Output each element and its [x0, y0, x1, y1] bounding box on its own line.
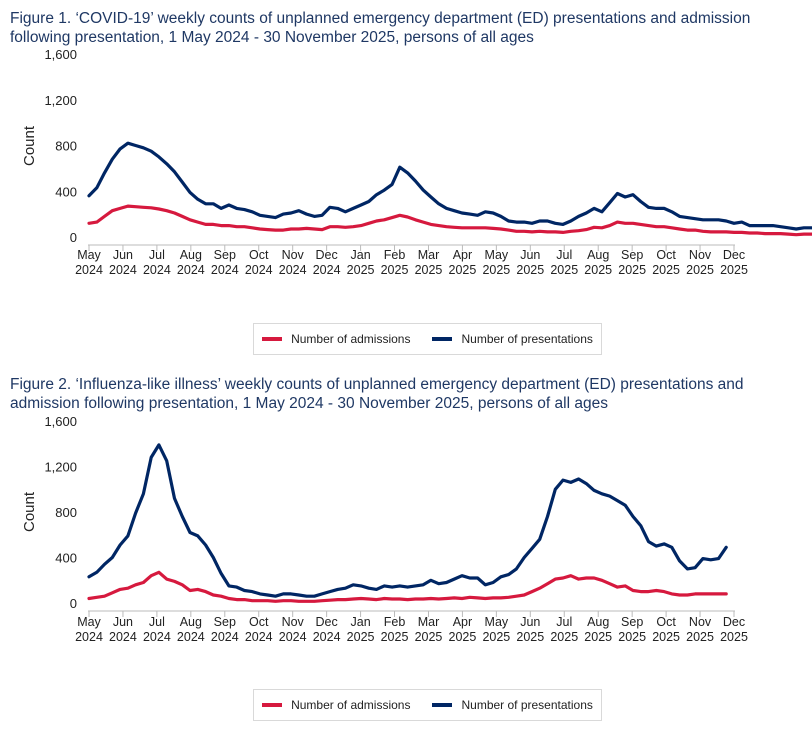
x-tick-label: Aug 2024	[177, 248, 205, 277]
admissions-swatch	[262, 337, 283, 341]
legend-item-admissions: Number of admissions	[262, 332, 410, 346]
x-tick-label: Jun 2025	[516, 248, 544, 277]
x-tick-label: Sep 2025	[618, 248, 646, 277]
x-tick-label: Oct 2025	[652, 248, 680, 277]
covid-chart-legend: Number of admissions Number of presentat…	[253, 323, 602, 355]
x-tick-label: Jun 2024	[109, 615, 137, 644]
x-tick-label: May 2024	[75, 615, 103, 644]
x-tick-label: Apr 2025	[449, 248, 477, 277]
x-tick-label: Jul 2024	[143, 615, 171, 644]
x-tick-label: May 2025	[482, 615, 510, 644]
admissions-series-line	[87, 204, 812, 237]
legend-item-presentations: Number of presentations	[432, 332, 593, 346]
legend-presentations-label: Number of presentations	[461, 698, 593, 712]
legend-admissions-label: Number of admissions	[291, 698, 411, 712]
x-tick-label: Dec 2025	[720, 248, 748, 277]
legend-item-admissions: Number of admissions	[262, 698, 410, 712]
x-tick-label: Dec 2025	[720, 615, 748, 644]
admissions-series-line	[87, 570, 728, 603]
ili-chart-legend: Number of admissions Number of presentat…	[253, 689, 602, 721]
x-tick-label: Nov 2024	[279, 248, 307, 277]
figure-1-title: Figure 1. ‘COVID-19’ weekly counts of un…	[10, 10, 751, 46]
x-tick-label: Sep 2024	[211, 248, 239, 277]
x-tick-label: Aug 2024	[177, 615, 205, 644]
legend-item-presentations: Number of presentations	[432, 698, 593, 712]
x-tick-label: Mar 2025	[415, 615, 443, 644]
presentations-swatch	[432, 337, 453, 341]
admissions-swatch	[262, 703, 283, 707]
y-tick-label: 1,200	[44, 460, 77, 475]
presentations-swatch	[432, 703, 453, 707]
y-tick-label: 400	[55, 184, 77, 199]
x-tick-label: Aug 2025	[584, 615, 612, 644]
presentations-series-line	[87, 443, 728, 598]
y-tick-label: 1,600	[44, 47, 77, 62]
legend-admissions-label: Number of admissions	[291, 332, 411, 346]
x-tick-label: Feb 2025	[381, 248, 409, 277]
x-tick-label: Aug 2025	[584, 248, 612, 277]
x-tick-label: Jun 2024	[109, 248, 137, 277]
y-tick-label: 0	[70, 596, 77, 611]
x-tick-label: Jan 2025	[347, 248, 375, 277]
y-tick-label: 1,200	[44, 93, 77, 108]
x-tick-label: Jul 2025	[550, 248, 578, 277]
x-tick-label: Nov 2024	[279, 615, 307, 644]
x-tick-label: Jul 2025	[550, 615, 578, 644]
figure-2-title: Figure 2. ‘Influenza-like illness’ weekl…	[10, 376, 744, 412]
y-tick-label: 0	[70, 230, 77, 245]
x-tick-label: Sep 2024	[211, 615, 239, 644]
y-tick-label: 800	[55, 139, 77, 154]
x-tick-label: Jan 2025	[347, 615, 375, 644]
x-tick-label: Nov 2025	[686, 615, 714, 644]
x-tick-label: Jun 2025	[516, 615, 544, 644]
x-tick-label: Nov 2025	[686, 248, 714, 277]
presentations-series-line	[87, 141, 812, 231]
x-tick-label: Apr 2025	[449, 615, 477, 644]
y-tick-label: 400	[55, 551, 77, 566]
x-tick-label: May 2025	[482, 248, 510, 277]
x-tick-label: May 2024	[75, 248, 103, 277]
y-tick-label: 800	[55, 505, 77, 520]
x-tick-label: Oct 2024	[245, 248, 273, 277]
y-axis-label: Count	[21, 491, 38, 532]
x-tick-label: Oct 2025	[652, 615, 680, 644]
y-tick-label: 1,600	[44, 414, 77, 429]
x-tick-label: Mar 2025	[415, 248, 443, 277]
x-tick-label: Jul 2024	[143, 248, 171, 277]
y-axis-label: Count	[21, 125, 38, 166]
x-tick-label: Dec 2024	[313, 248, 341, 277]
x-tick-label: Sep 2025	[618, 615, 646, 644]
x-tick-label: Oct 2024	[245, 615, 273, 644]
legend-presentations-label: Number of presentations	[461, 332, 593, 346]
x-tick-label: Feb 2025	[381, 615, 409, 644]
x-tick-label: Dec 2024	[313, 615, 341, 644]
